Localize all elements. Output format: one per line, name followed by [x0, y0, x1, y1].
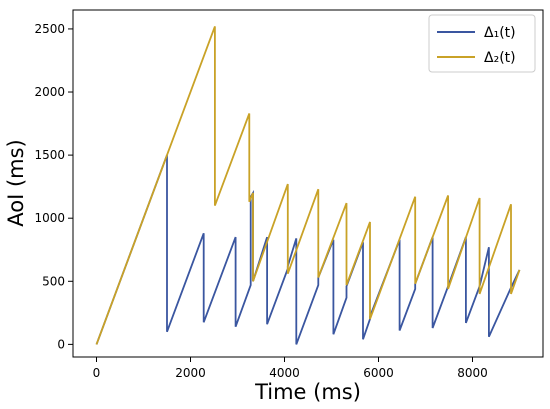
plot-frame — [72, 9, 544, 358]
x-axis-ticks: 0 2000 4000 6000 8000 — [93, 357, 488, 380]
y-axis-title: AoI (ms) — [4, 139, 28, 227]
x-tick-label: 0 — [93, 366, 101, 380]
y-tick-label: 0 — [57, 337, 65, 351]
legend: Δ₁(t) Δ₂(t) — [428, 14, 536, 73]
x-axis-title: Time (ms) — [254, 380, 361, 404]
legend-label-series-1: Δ₁(t) — [484, 25, 516, 41]
series-layer — [95, 26, 521, 345]
y-axis-ticks: 0 500 1000 1500 2000 2500 — [34, 22, 73, 351]
x-tick-label: 6000 — [363, 366, 394, 380]
legend-label-series-2: Δ₂(t) — [484, 50, 516, 66]
x-tick-label: 4000 — [269, 366, 300, 380]
y-tick-label: 2000 — [34, 85, 65, 99]
y-tick-label: 1000 — [34, 211, 65, 225]
series-line-2 — [95, 26, 521, 345]
series-line-1 — [95, 154, 521, 345]
y-tick-label: 1500 — [34, 148, 65, 162]
x-tick-label: 2000 — [175, 366, 206, 380]
y-tick-label: 2500 — [34, 22, 65, 36]
x-tick-label: 8000 — [457, 366, 488, 380]
y-tick-label: 500 — [42, 274, 65, 288]
legend-box — [428, 14, 536, 73]
